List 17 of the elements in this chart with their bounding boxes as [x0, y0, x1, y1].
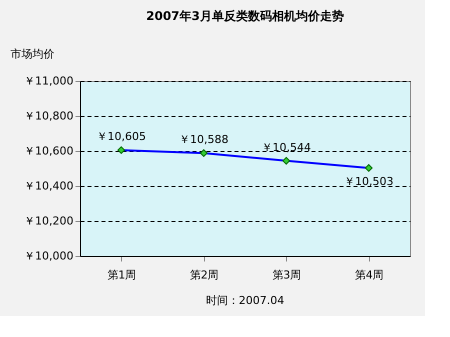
data-label: ￥10,588 [179, 133, 228, 146]
data-label: ￥10,544 [262, 140, 311, 154]
x-tick-label: 第2周 [190, 268, 219, 282]
x-tick-label: 第1周 [107, 268, 136, 282]
y-tick-label: ￥10,200 [24, 214, 74, 228]
x-tick-label: 第3周 [272, 268, 302, 282]
y-tick-label: ￥11,000 [24, 74, 74, 88]
y-tick-label: ￥10,400 [24, 180, 74, 192]
y-tick-label: ￥10,800 [24, 110, 74, 122]
data-label: ￥10,503 [344, 174, 394, 188]
chart-title: 2007年3月单反类数码相机均价走势 [146, 9, 344, 23]
x-tick-label: 第4周 [354, 268, 384, 282]
data-label: ￥10,605 [96, 130, 146, 144]
text: 时间：2007.04 [206, 294, 284, 307]
y-axis-title: 市场均价 [10, 48, 54, 60]
y-tick-label: ￥10,000 [24, 250, 74, 262]
y-tick-label: ￥10,600 [24, 144, 74, 158]
